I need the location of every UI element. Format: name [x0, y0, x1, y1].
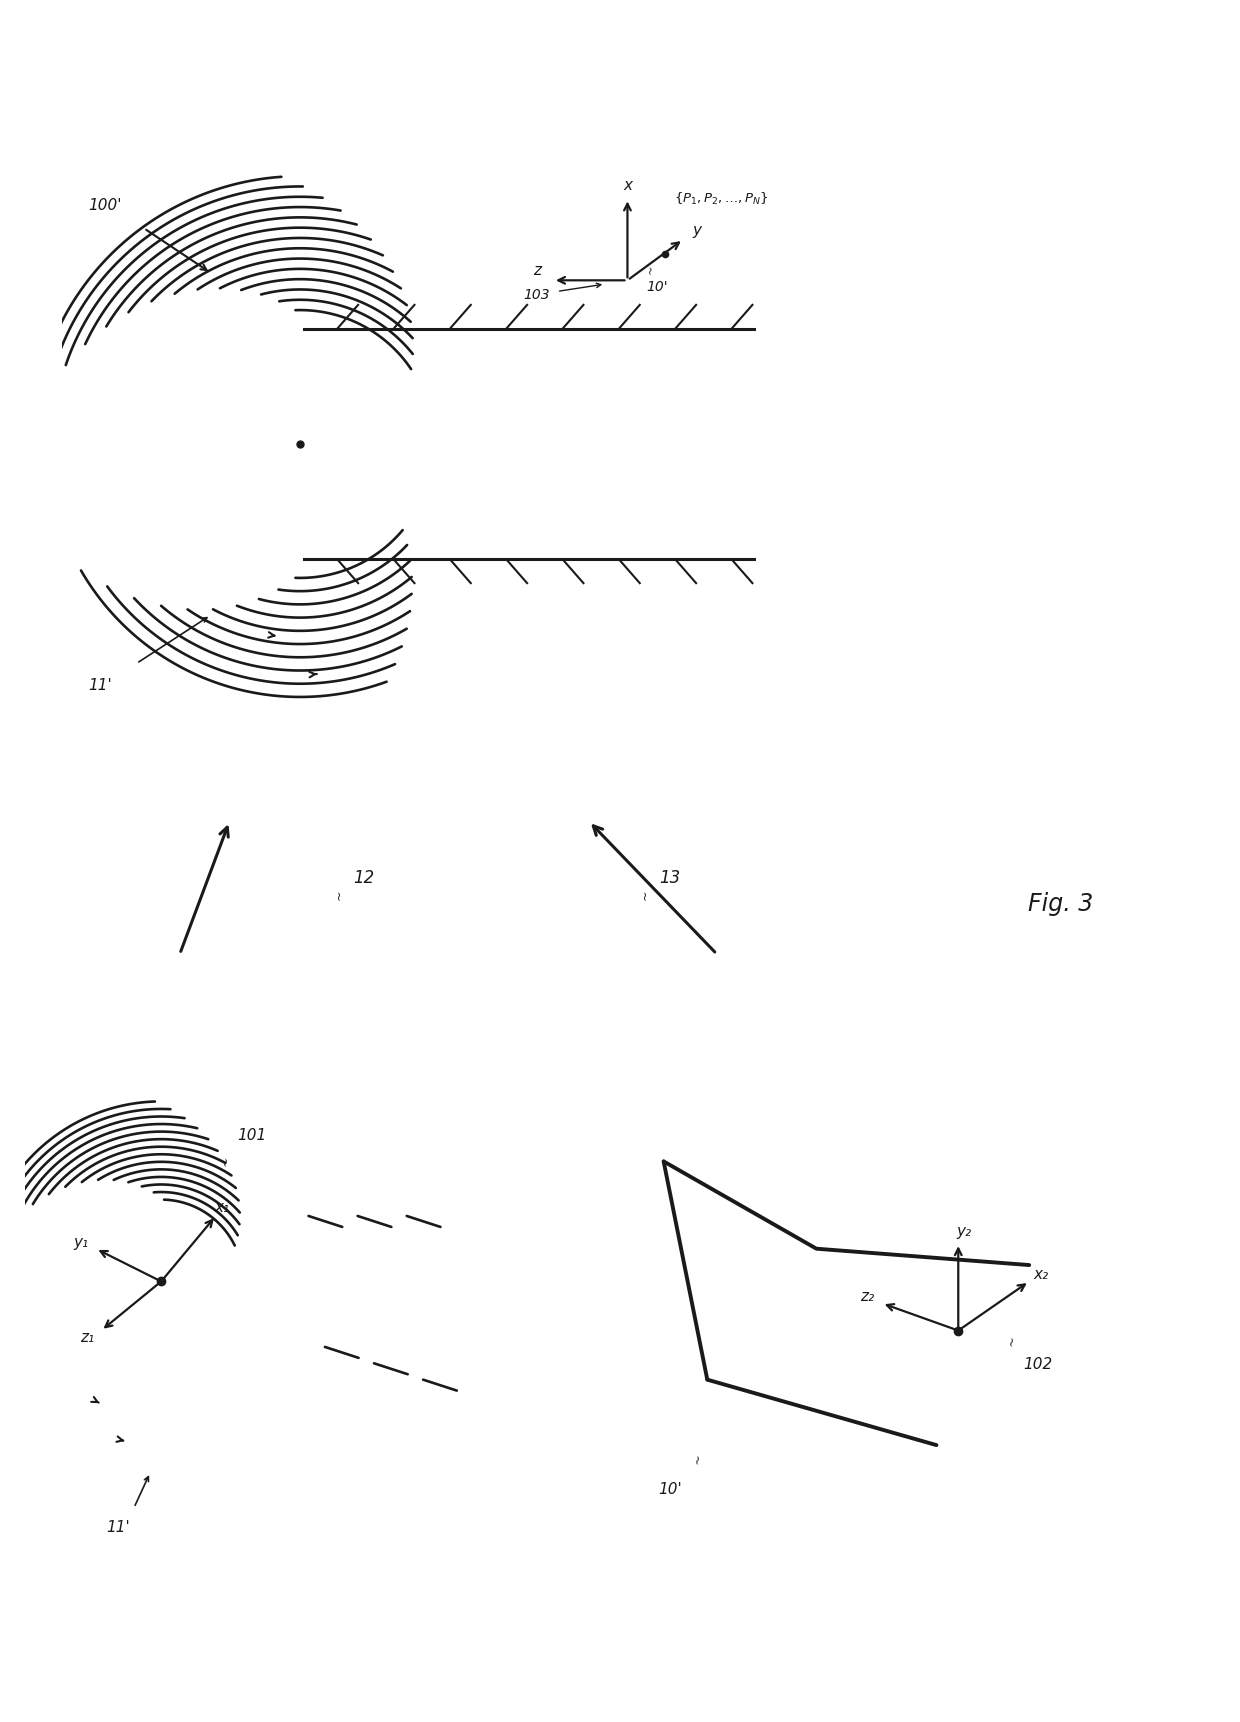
- Text: 12: 12: [353, 870, 374, 887]
- Text: z₂: z₂: [859, 1288, 874, 1304]
- Text: ~: ~: [218, 1155, 233, 1168]
- Text: 102: 102: [1024, 1357, 1053, 1372]
- Text: z₁: z₁: [79, 1329, 94, 1345]
- Text: 10': 10': [658, 1483, 682, 1496]
- Text: Fig. 3: Fig. 3: [1028, 892, 1092, 916]
- Text: $\{P_1, P_2, \ldots, P_N\}$: $\{P_1, P_2, \ldots, P_N\}$: [675, 191, 769, 207]
- Text: y₂: y₂: [956, 1224, 971, 1238]
- Text: 103: 103: [523, 288, 549, 301]
- Text: x: x: [622, 177, 632, 193]
- Text: 11': 11': [88, 677, 112, 692]
- Text: 100': 100': [88, 198, 122, 212]
- Text: 11': 11': [107, 1521, 130, 1536]
- Text: y: y: [692, 222, 701, 238]
- Text: z: z: [533, 263, 541, 279]
- Text: ~: ~: [646, 265, 657, 276]
- Text: 13: 13: [660, 870, 681, 887]
- Text: ~: ~: [639, 890, 651, 901]
- Text: y₁: y₁: [73, 1235, 88, 1250]
- Text: x₁: x₁: [215, 1200, 229, 1216]
- Text: 101: 101: [238, 1128, 267, 1143]
- Text: ~: ~: [1004, 1335, 1019, 1347]
- Text: ~: ~: [332, 890, 345, 901]
- Text: 10': 10': [646, 281, 668, 294]
- Text: ~: ~: [691, 1452, 706, 1464]
- Text: x₂: x₂: [1034, 1267, 1049, 1283]
